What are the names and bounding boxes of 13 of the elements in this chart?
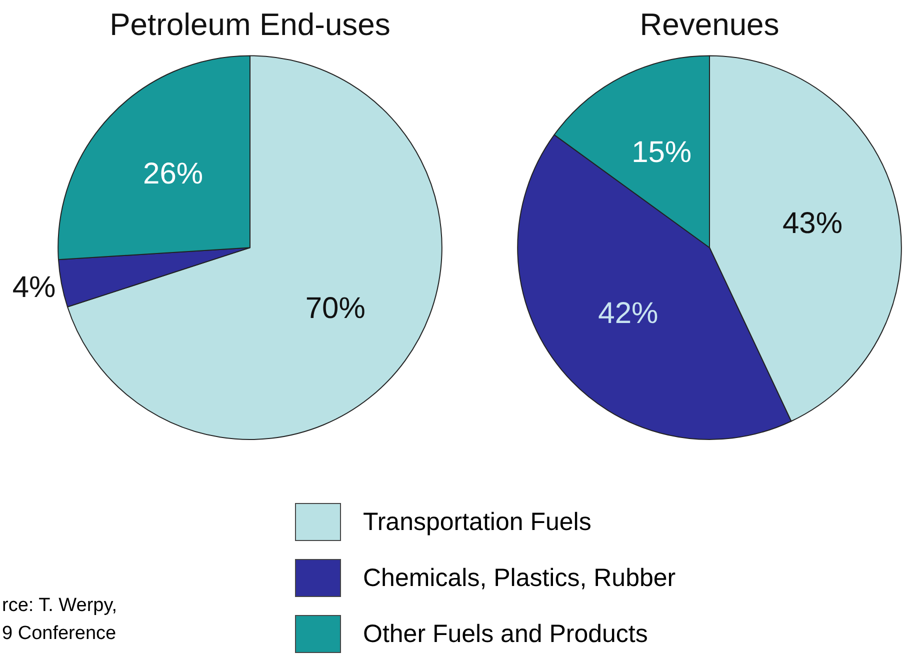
data-label: 42% (598, 297, 658, 330)
text: 9 Conference (2, 622, 118, 646)
text: rce: T. Werpy, (2, 594, 118, 618)
data-label: 26% (143, 158, 204, 191)
data-label: 70% (305, 292, 366, 325)
chart-title: Revenues (640, 7, 780, 42)
legend-label: Chemicals, Plastics, Rubber (363, 564, 676, 592)
data-label: 15% (632, 136, 692, 169)
legend-label: Transportation Fuels (363, 508, 592, 536)
data-label: 43% (782, 206, 843, 240)
legend-label: Other Fuels and Products (363, 620, 648, 648)
data-label: 4% (12, 271, 56, 304)
chart-title: Petroleum End-uses (110, 7, 390, 42)
